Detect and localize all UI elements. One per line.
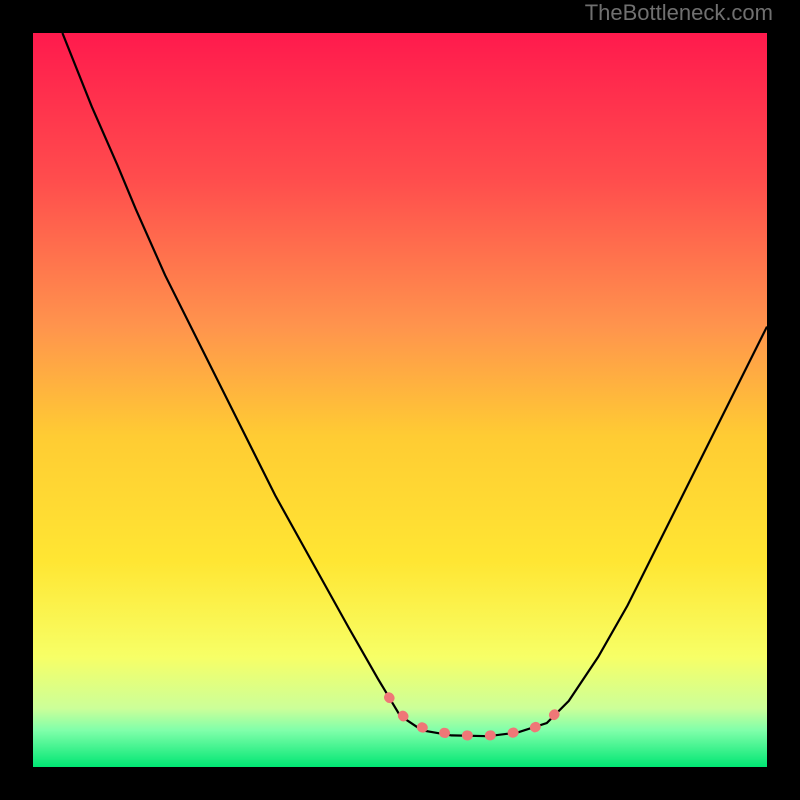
plot-area (33, 33, 767, 767)
chart-svg (33, 33, 767, 767)
watermark-text: TheBottleneck.com (585, 0, 773, 26)
gradient-background (33, 33, 767, 767)
